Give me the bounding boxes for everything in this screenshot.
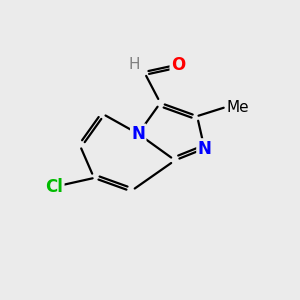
Text: O: O [171,56,185,74]
Text: H: H [128,57,140,72]
Text: N: N [197,140,212,158]
Text: Me: Me [226,100,249,115]
Text: Cl: Cl [45,178,63,196]
Text: N: N [131,125,145,143]
